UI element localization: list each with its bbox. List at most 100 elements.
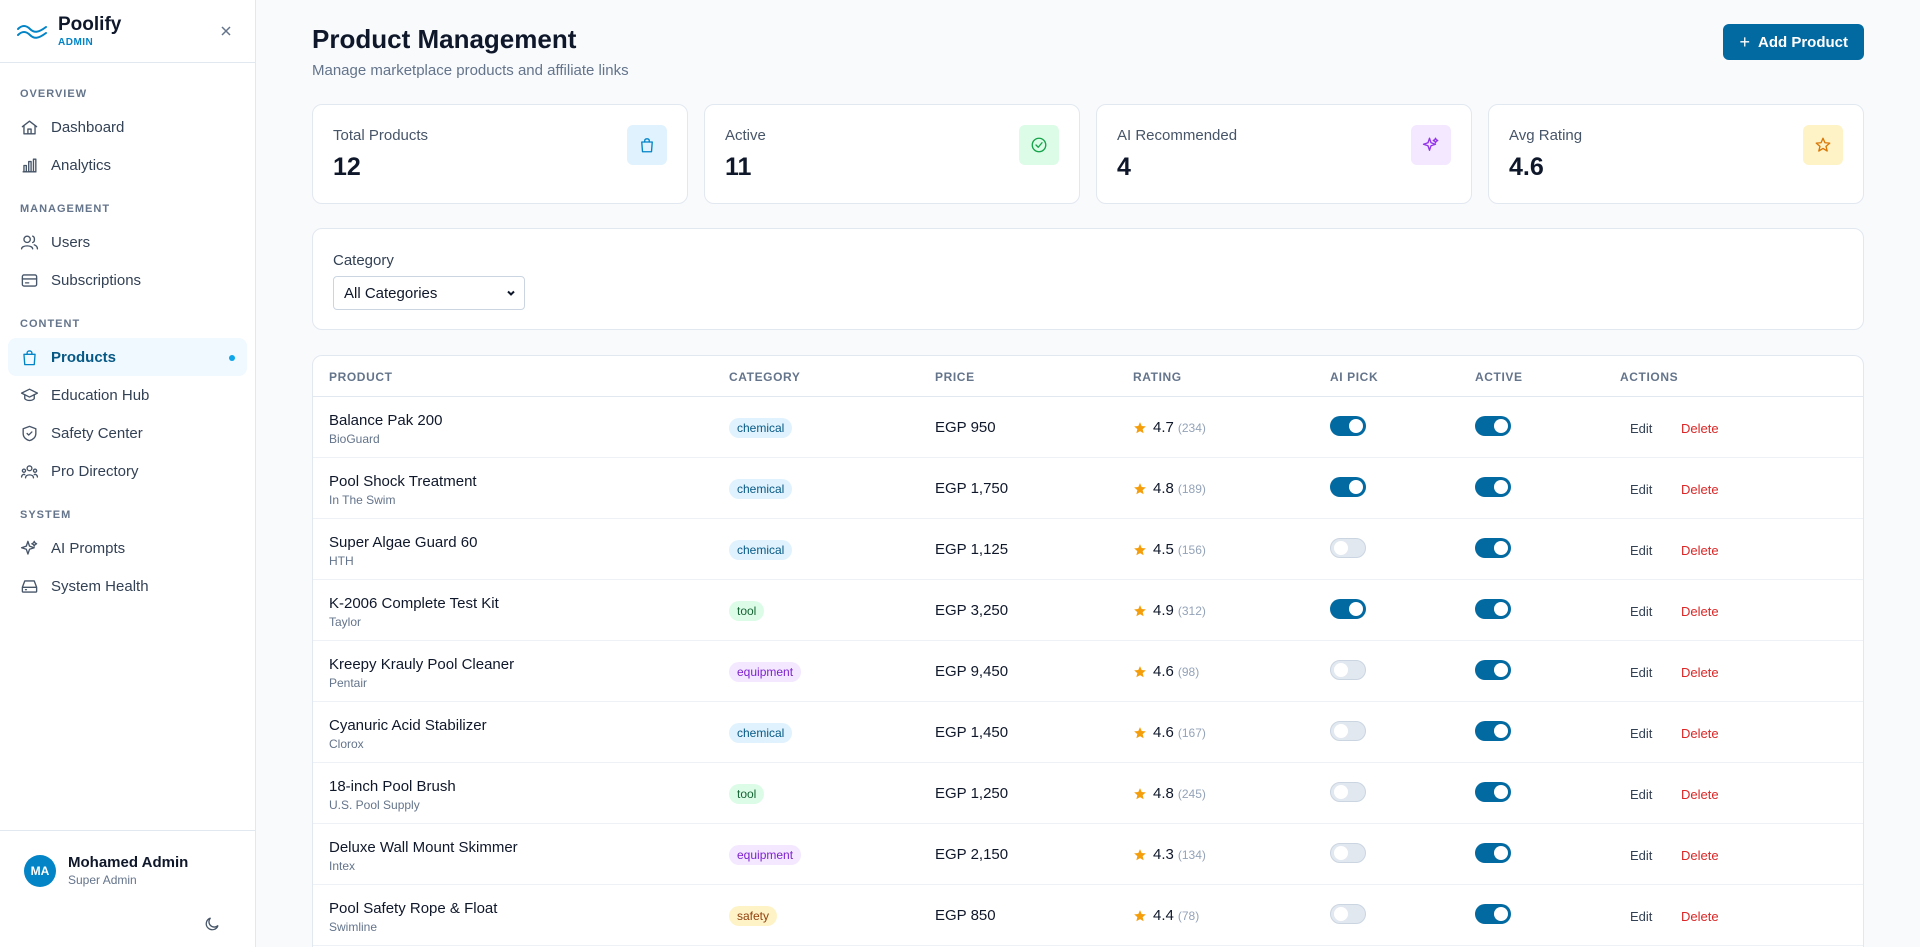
rating-count: (98) [1177, 664, 1200, 679]
toggle-knob [1494, 724, 1508, 738]
column-header-rating: RATING [1133, 370, 1182, 384]
rating-count: (167) [1177, 725, 1206, 740]
toggle-knob [1349, 602, 1363, 616]
toggle-knob [1349, 480, 1363, 494]
active-toggle[interactable] [1475, 416, 1511, 436]
ai-pick-toggle[interactable] [1330, 416, 1366, 436]
brand-text: Poolify ADMIN [58, 14, 121, 48]
active-toggle[interactable] [1475, 660, 1511, 680]
ai-pick-toggle[interactable] [1330, 904, 1366, 924]
stat-card-avg-rating: Avg Rating 4.6 [1488, 104, 1864, 204]
delete-button[interactable]: Delete [1681, 848, 1719, 863]
delete-button[interactable]: Delete [1681, 543, 1719, 558]
edit-button[interactable]: Edit [1630, 604, 1653, 619]
ai-pick-toggle[interactable] [1330, 782, 1366, 802]
shopping-bag-icon [641, 138, 653, 153]
sidebar-item-label: Subscriptions [51, 271, 142, 289]
delete-button[interactable]: Delete [1681, 421, 1719, 436]
add-product-button[interactable]: + Add Product [1723, 24, 1864, 60]
delete-button[interactable]: Delete [1681, 604, 1719, 619]
hard-drive-icon [21, 579, 38, 593]
credit-card-icon [21, 273, 38, 287]
star-icon [1134, 665, 1146, 677]
stat-label: AI Recommended [1117, 127, 1238, 144]
product-name: Super Algae Guard 60 [329, 534, 478, 551]
category-badge: chemical [729, 418, 793, 438]
rating-count: (156) [1177, 542, 1206, 557]
delete-button[interactable]: Delete [1681, 726, 1719, 741]
sidebar-item-label: Dashboard [51, 118, 125, 136]
sidebar-item-dashboard[interactable]: Dashboard [8, 108, 247, 146]
product-brand: BioGuard [329, 432, 380, 446]
sidebar-item-ai-prompts[interactable]: AI Prompts [8, 529, 247, 567]
sidebar-item-education-hub[interactable]: Education Hub [8, 376, 247, 414]
ai-pick-toggle[interactable] [1330, 477, 1366, 497]
user-profile[interactable]: MA Mohamed Admin Super Admin [0, 830, 255, 947]
category-badge: chemical [729, 540, 793, 560]
toggle-knob [1494, 602, 1508, 616]
star-icon [1134, 787, 1146, 799]
category-badge: safety [729, 906, 778, 926]
active-toggle[interactable] [1475, 538, 1511, 558]
sidebar-nav: OVERVIEW Dashboard Analytics MANAGEMENT … [0, 63, 255, 605]
delete-button[interactable]: Delete [1681, 787, 1719, 802]
ai-pick-toggle[interactable] [1330, 843, 1366, 863]
active-toggle[interactable] [1475, 782, 1511, 802]
product-rating: 4.7 (234) [1133, 419, 1206, 436]
ai-pick-toggle[interactable] [1330, 538, 1366, 558]
sidebar-item-pro-directory[interactable]: Pro Directory [8, 452, 247, 490]
delete-button[interactable]: Delete [1681, 909, 1719, 924]
delete-button[interactable]: Delete [1681, 482, 1719, 497]
sidebar-item-label: Education Hub [51, 386, 150, 404]
users-icon [20, 234, 39, 250]
edit-button[interactable]: Edit [1630, 482, 1653, 497]
star-icon [1134, 726, 1146, 738]
active-toggle[interactable] [1475, 599, 1511, 619]
delete-button[interactable]: Delete [1681, 665, 1719, 680]
ai-pick-toggle[interactable] [1330, 721, 1366, 741]
edit-button[interactable]: Edit [1630, 909, 1653, 924]
sidebar-item-users[interactable]: Users [8, 223, 247, 261]
moon-icon[interactable] [203, 915, 221, 933]
toggle-knob [1494, 785, 1508, 799]
edit-button[interactable]: Edit [1630, 848, 1653, 863]
product-price: EGP 9,450 [935, 663, 1009, 680]
nav-section-overview: OVERVIEW [20, 88, 88, 100]
ai-pick-toggle[interactable] [1330, 599, 1366, 619]
edit-button[interactable]: Edit [1630, 787, 1653, 802]
active-toggle[interactable] [1475, 721, 1511, 741]
edit-button[interactable]: Edit [1630, 543, 1653, 558]
category-select[interactable]: All Categories [333, 276, 525, 310]
sidebar-item-subscriptions[interactable]: Subscriptions [8, 261, 247, 299]
sidebar-item-label: Analytics [51, 156, 112, 174]
sidebar-item-label: AI Prompts [51, 539, 126, 557]
home-icon [21, 119, 38, 135]
edit-button[interactable]: Edit [1630, 726, 1653, 741]
product-rating: 4.8 (245) [1133, 785, 1206, 802]
rating-value: 4.7 [1153, 419, 1174, 436]
sidebar-item-analytics[interactable]: Analytics [8, 146, 247, 184]
brand-header: Poolify ADMIN [0, 0, 255, 63]
toggle-knob [1494, 541, 1508, 555]
active-toggle[interactable] [1475, 843, 1511, 863]
product-price: EGP 2,150 [935, 846, 1009, 863]
sidebar-item-products[interactable]: Products [8, 338, 247, 376]
table-row: Pool Safety Rope & Float Swimline safety… [313, 885, 1863, 946]
close-icon[interactable] [219, 24, 233, 38]
product-price: EGP 1,750 [935, 480, 1009, 497]
products-table: PRODUCT CATEGORY PRICE RATING AI PICK AC… [312, 355, 1864, 947]
active-toggle[interactable] [1475, 904, 1511, 924]
waves-logo-icon [17, 25, 47, 39]
sidebar-item-system-health[interactable]: System Health [8, 567, 247, 605]
sidebar-item-safety-center[interactable]: Safety Center [8, 414, 247, 452]
edit-button[interactable]: Edit [1630, 421, 1653, 436]
edit-button[interactable]: Edit [1630, 665, 1653, 680]
product-name: 18-inch Pool Brush [329, 778, 456, 795]
toggle-knob [1334, 724, 1348, 738]
active-toggle[interactable] [1475, 477, 1511, 497]
ai-pick-toggle[interactable] [1330, 660, 1366, 680]
star-icon [1134, 909, 1146, 921]
star-icon [1815, 137, 1831, 152]
product-price: EGP 1,125 [935, 541, 1009, 558]
brand-subtitle: ADMIN [58, 36, 94, 48]
